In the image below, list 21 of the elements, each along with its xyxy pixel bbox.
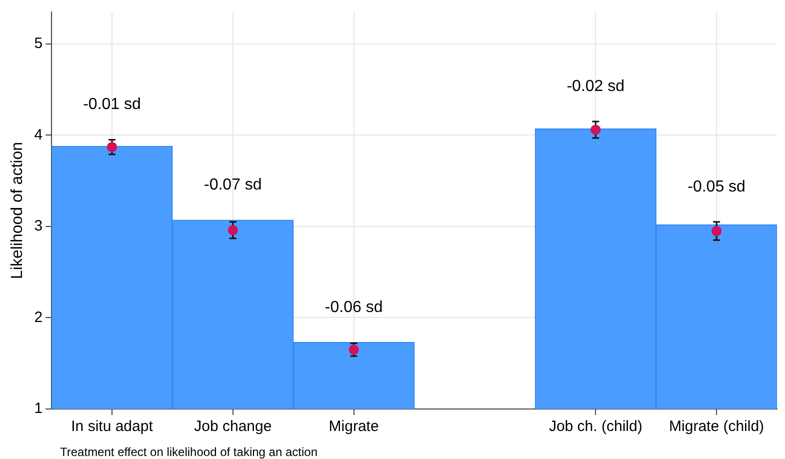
y-tick-label: 4 <box>34 126 43 144</box>
x-tick-label: Migrate <box>328 418 379 436</box>
x-tick-label: Job change <box>194 418 272 436</box>
y-tick-label: 1 <box>34 400 43 418</box>
point <box>712 226 722 236</box>
point <box>228 225 238 236</box>
x-tick-label: Job ch. (child) <box>548 418 642 436</box>
text: Treatment effect on likelihood of taking an action <box>60 445 318 459</box>
x-tick-label: Migrate (child) <box>669 418 764 436</box>
annotation: -0.01 sd <box>83 96 141 114</box>
y-tick-label: 2 <box>34 308 43 326</box>
annotation: -0.07 sd <box>204 176 262 194</box>
y-tick-label: 5 <box>34 35 43 52</box>
point <box>106 142 117 152</box>
point <box>590 124 601 135</box>
x-tick-label: In situ adapt <box>71 418 154 436</box>
y-axis-title: Likelihood of action <box>9 142 26 279</box>
annotation: -0.06 sd <box>324 298 383 316</box>
y-tick-label: 3 <box>34 218 43 235</box>
annotation: -0.05 sd <box>688 178 746 196</box>
annotation: -0.02 sd <box>566 78 625 95</box>
